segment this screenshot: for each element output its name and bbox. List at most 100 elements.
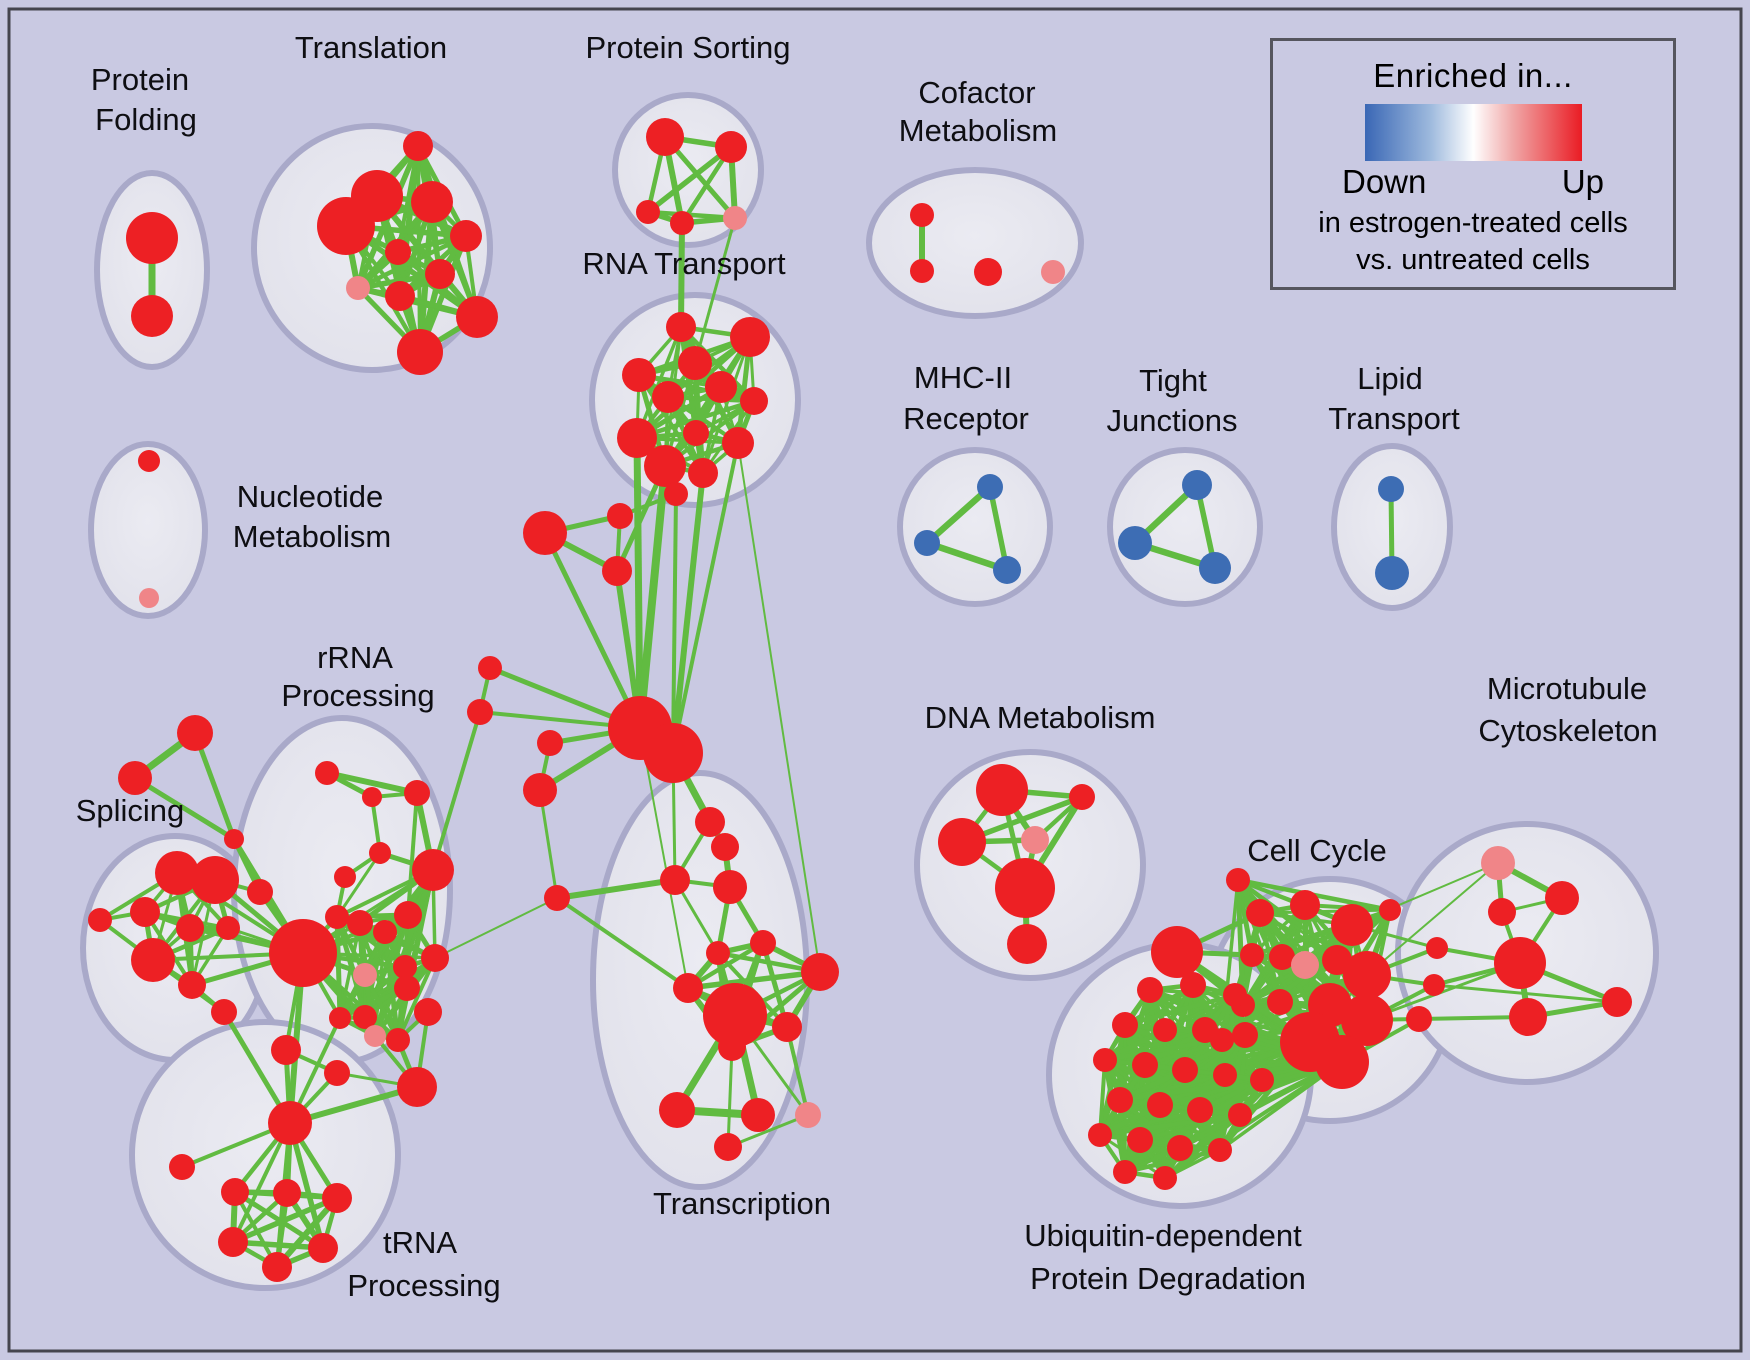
node[interactable] xyxy=(385,281,415,311)
node[interactable] xyxy=(308,1233,338,1263)
node[interactable] xyxy=(1069,784,1095,810)
node[interactable] xyxy=(910,203,934,227)
node[interactable] xyxy=(467,699,493,725)
node[interactable] xyxy=(602,556,632,586)
node[interactable] xyxy=(1240,943,1264,967)
node[interactable] xyxy=(393,955,417,979)
node[interactable] xyxy=(660,865,690,895)
node[interactable] xyxy=(450,220,482,252)
node[interactable] xyxy=(1172,1057,1198,1083)
node[interactable] xyxy=(1232,1022,1258,1048)
node[interactable] xyxy=(322,1183,352,1213)
node[interactable] xyxy=(1341,994,1393,1046)
node[interactable] xyxy=(683,420,709,446)
node[interactable] xyxy=(138,450,160,472)
node[interactable] xyxy=(1187,1097,1213,1123)
node[interactable] xyxy=(373,920,397,944)
node[interactable] xyxy=(1423,974,1445,996)
node[interactable] xyxy=(1250,1068,1274,1092)
node[interactable] xyxy=(1093,1048,1117,1072)
node[interactable] xyxy=(974,258,1002,286)
node[interactable] xyxy=(666,312,696,342)
node[interactable] xyxy=(268,1101,312,1145)
node[interactable] xyxy=(801,953,839,991)
node[interactable] xyxy=(1226,868,1250,892)
node[interactable] xyxy=(1269,944,1295,970)
node[interactable] xyxy=(315,761,339,785)
node[interactable] xyxy=(397,329,443,375)
node[interactable] xyxy=(1199,552,1231,584)
node[interactable] xyxy=(643,723,703,783)
node[interactable] xyxy=(1151,926,1203,978)
node[interactable] xyxy=(673,973,703,1003)
node[interactable] xyxy=(478,656,502,680)
node[interactable] xyxy=(211,999,237,1025)
node[interactable] xyxy=(269,919,337,987)
node[interactable] xyxy=(403,131,433,161)
node[interactable] xyxy=(1192,1017,1218,1043)
node[interactable] xyxy=(1290,890,1320,920)
node[interactable] xyxy=(670,211,694,235)
node[interactable] xyxy=(362,787,382,807)
node[interactable] xyxy=(713,870,747,904)
node[interactable] xyxy=(711,833,739,861)
node[interactable] xyxy=(386,1028,410,1052)
node[interactable] xyxy=(1481,846,1515,880)
node[interactable] xyxy=(706,941,730,965)
node[interactable] xyxy=(695,807,725,837)
node[interactable] xyxy=(995,858,1055,918)
node[interactable] xyxy=(544,885,570,911)
node[interactable] xyxy=(705,371,737,403)
node[interactable] xyxy=(718,1033,746,1061)
node[interactable] xyxy=(1041,260,1065,284)
node[interactable] xyxy=(1021,826,1049,854)
node[interactable] xyxy=(394,975,420,1001)
node[interactable] xyxy=(397,1067,437,1107)
node[interactable] xyxy=(1331,904,1373,946)
node[interactable] xyxy=(1208,1138,1232,1162)
node[interactable] xyxy=(977,474,1003,500)
node[interactable] xyxy=(730,317,770,357)
node[interactable] xyxy=(126,212,178,264)
node[interactable] xyxy=(191,856,239,904)
node[interactable] xyxy=(1343,951,1391,999)
node[interactable] xyxy=(178,971,206,999)
node[interactable] xyxy=(678,346,712,380)
node[interactable] xyxy=(353,1005,377,1029)
node[interactable] xyxy=(938,818,986,866)
node[interactable] xyxy=(722,427,754,459)
node[interactable] xyxy=(622,358,656,392)
node[interactable] xyxy=(404,780,430,806)
node[interactable] xyxy=(714,1133,742,1161)
node[interactable] xyxy=(1112,1012,1138,1038)
node[interactable] xyxy=(88,908,112,932)
node[interactable] xyxy=(262,1252,292,1282)
node[interactable] xyxy=(723,206,747,230)
node[interactable] xyxy=(1291,951,1319,979)
node[interactable] xyxy=(412,849,454,891)
node[interactable] xyxy=(1267,989,1293,1015)
node[interactable] xyxy=(155,851,199,895)
node[interactable] xyxy=(1007,924,1047,964)
node[interactable] xyxy=(216,916,240,940)
node[interactable] xyxy=(1127,1127,1153,1153)
node[interactable] xyxy=(1153,1018,1177,1042)
node[interactable] xyxy=(1137,977,1163,1003)
node[interactable] xyxy=(324,1060,350,1086)
node[interactable] xyxy=(1378,476,1404,502)
node[interactable] xyxy=(394,901,422,929)
node[interactable] xyxy=(976,764,1028,816)
node[interactable] xyxy=(646,118,684,156)
node[interactable] xyxy=(1107,1087,1133,1113)
node[interactable] xyxy=(347,910,373,936)
node[interactable] xyxy=(1488,898,1516,926)
node[interactable] xyxy=(1494,937,1546,989)
node[interactable] xyxy=(414,998,442,1026)
node[interactable] xyxy=(1088,1123,1112,1147)
node[interactable] xyxy=(993,556,1021,584)
node[interactable] xyxy=(795,1102,821,1128)
node[interactable] xyxy=(636,200,660,224)
node[interactable] xyxy=(177,715,213,751)
node[interactable] xyxy=(411,181,453,223)
node[interactable] xyxy=(425,259,455,289)
